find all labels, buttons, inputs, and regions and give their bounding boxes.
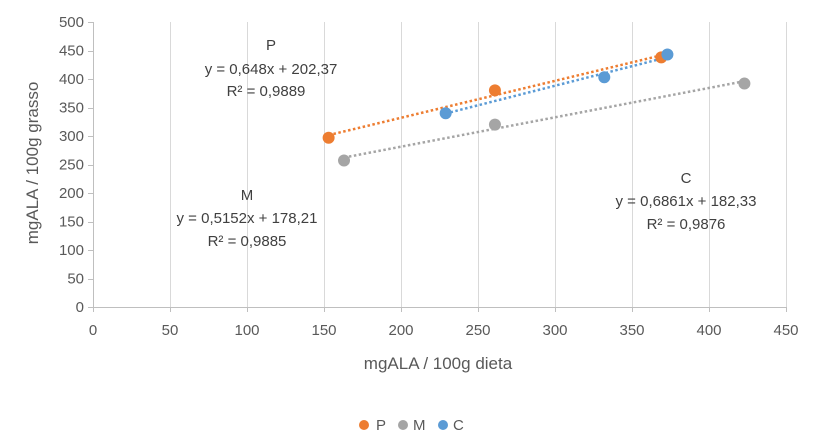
y-tick-label-400: 400: [59, 71, 84, 88]
point-m-1: [338, 154, 351, 167]
y-tick-label-300: 300: [59, 128, 84, 145]
legend: P M C: [359, 417, 464, 434]
annotation-m-equation: y = 0,5152x + 178,21: [177, 210, 318, 227]
trendline-m: [343, 79, 745, 159]
point-c-2: [598, 71, 611, 84]
legend-label-p: P: [376, 417, 386, 434]
y-tick-label-100: 100: [59, 242, 84, 259]
x-tick-label-450: 450: [773, 322, 798, 339]
y-tick-label-200: 200: [59, 185, 84, 202]
x-tick-label-200: 200: [388, 322, 413, 339]
point-m-2: [488, 118, 501, 131]
point-p-2: [488, 84, 501, 97]
grid: [170, 22, 787, 307]
point-m-3: [738, 77, 751, 90]
x-tick-label-150: 150: [311, 322, 336, 339]
annotation-m: M y = 0,5152x + 178,21 R² = 0,9885: [177, 187, 318, 250]
x-tick-label-0: 0: [89, 322, 97, 339]
trendline-c: [445, 55, 668, 115]
legend-marker-p: [359, 420, 369, 430]
x-tick-label-100: 100: [234, 322, 259, 339]
y-tick-label-150: 150: [59, 214, 84, 231]
annotation-c-label: C: [681, 170, 692, 187]
point-c-3: [661, 48, 674, 61]
legend-marker-m: [398, 420, 408, 430]
y-tick-label-350: 350: [59, 100, 84, 117]
point-c-1: [439, 107, 452, 120]
annotation-m-r2: R² = 0,9885: [208, 233, 287, 250]
x-tick-label-300: 300: [542, 322, 567, 339]
point-p-1: [322, 131, 335, 144]
y-tick-label-0: 0: [76, 299, 84, 316]
annotation-c: C y = 0,6861x + 182,33 R² = 0,9876: [616, 170, 757, 233]
y-axis-title: mgALA / 100g grasso: [23, 82, 42, 245]
tick-labels: 0 50 100 150 200 250 300 350 400 450 500 0 50 100 150 2…: [59, 14, 799, 339]
y-tick-label-250: 250: [59, 157, 84, 174]
x-tick-label-50: 50: [162, 322, 179, 339]
annotation-c-equation: y = 0,6861x + 182,33: [616, 193, 757, 210]
annotation-c-r2: R² = 0,9876: [647, 216, 726, 233]
y-tick-label-500: 500: [59, 14, 84, 31]
legend-label-m: M: [413, 417, 426, 434]
y-tick-label-50: 50: [67, 271, 84, 288]
x-tick-label-250: 250: [465, 322, 490, 339]
x-tick-label-400: 400: [696, 322, 721, 339]
annotation-p-label: P: [266, 37, 276, 54]
annotation-p: P y = 0,648x + 202,37 R² = 0,9889: [205, 37, 338, 100]
axes: [88, 22, 787, 312]
x-tick-label-350: 350: [619, 322, 644, 339]
trendlines: [328, 54, 745, 159]
x-axis-title: mgALA / 100g dieta: [364, 354, 513, 373]
data-points: [322, 48, 751, 167]
y-tick-label-450: 450: [59, 43, 84, 60]
legend-label-c: C: [453, 417, 464, 434]
annotation-p-equation: y = 0,648x + 202,37: [205, 61, 338, 78]
annotation-m-label: M: [241, 187, 254, 204]
legend-marker-c: [438, 420, 448, 430]
annotation-p-r2: R² = 0,9889: [227, 83, 306, 100]
